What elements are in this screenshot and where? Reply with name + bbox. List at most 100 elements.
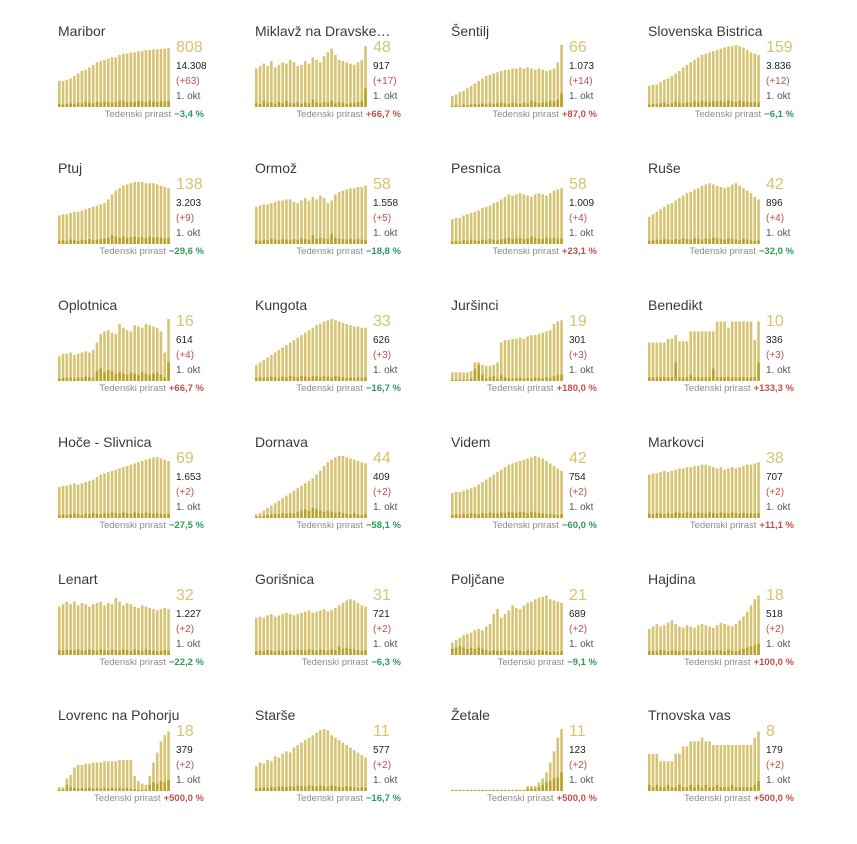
active-cases-bar <box>95 602 99 655</box>
active-cases-bar <box>88 67 91 107</box>
active-cases-bar <box>670 338 674 381</box>
municipality-card: Miklavž na Dravske… 48 917 (+17) 1. okt Teden… <box>255 23 452 160</box>
new-cases-bar <box>659 240 662 244</box>
active-cases-bar <box>530 786 533 791</box>
active-cases-bar <box>285 751 288 791</box>
active-cases-bar <box>670 761 674 791</box>
active-cases-bar <box>110 761 114 791</box>
active-cases-bar <box>266 357 269 381</box>
active-cases-bar <box>76 764 80 791</box>
municipality-name: Lovrenc na Pohorju <box>58 707 180 723</box>
active-cases-bar <box>511 195 514 244</box>
active-cases-bar <box>723 321 726 381</box>
active-cases-bar <box>262 359 266 381</box>
new-cases-bar <box>530 511 533 518</box>
active-cases-bar <box>159 741 163 791</box>
weekly-growth-value: +500,0 % <box>163 793 204 804</box>
active-cases-bar <box>285 345 288 381</box>
new-cases-bar <box>303 239 307 244</box>
new-cases-bar <box>277 786 281 791</box>
active-cases-bar <box>303 332 307 381</box>
active-cases-bar <box>719 321 723 381</box>
weekly-growth-label: Tedenski prirast <box>99 520 166 531</box>
new-cases-bar <box>337 646 341 655</box>
new-cases-bar <box>152 101 155 107</box>
active-cases-bar <box>110 194 114 244</box>
active-cases-bar <box>307 737 311 791</box>
new-cases-bar <box>266 377 269 381</box>
new-cases-bar <box>352 787 356 791</box>
new-cases-bar <box>556 514 560 518</box>
weekly-growth-value: +11,1 % <box>759 520 794 531</box>
new-cases-bar <box>757 102 760 107</box>
new-cases-bar <box>742 787 745 791</box>
active-cases-bar <box>270 761 273 791</box>
sparkline-chart <box>58 48 170 107</box>
active-cases-bar <box>545 772 548 791</box>
active-cases-value: 58 <box>373 176 391 193</box>
sparkline-chart <box>451 45 563 107</box>
new-cases-bar <box>503 103 507 107</box>
active-cases-bar <box>61 485 65 518</box>
new-cases-bar <box>689 513 693 518</box>
new-cases-bar <box>155 237 159 244</box>
new-cases-bar <box>167 650 170 655</box>
new-cases-bar <box>69 787 72 791</box>
new-cases-bar <box>330 377 333 381</box>
active-cases-bar <box>300 485 303 518</box>
new-cases-bar <box>140 789 144 791</box>
new-cases-bar <box>307 649 311 655</box>
new-cases-bar <box>303 376 307 381</box>
active-cases-bar <box>140 460 144 518</box>
new-cases-bar <box>458 790 462 791</box>
active-cases-bar <box>663 206 666 244</box>
weekly-growth: Tedenski prirast +66,7 % <box>255 109 401 121</box>
date-label: 1. okt <box>176 639 201 650</box>
new-cases-bar <box>65 514 69 518</box>
active-cases-bar <box>352 326 356 381</box>
new-cases-bar <box>292 786 296 791</box>
weekly-growth-label: Tedenski prirast <box>99 657 166 668</box>
new-cases-bar <box>670 240 674 244</box>
active-cases-bar <box>545 195 548 244</box>
active-cases-bar <box>303 61 307 107</box>
active-cases-bar <box>712 184 715 244</box>
active-cases-bar <box>137 51 140 107</box>
new-cases-bar <box>511 239 514 244</box>
new-cases-bar <box>122 373 125 381</box>
active-cases-bar <box>118 601 121 655</box>
active-cases-bar <box>484 366 488 381</box>
active-cases-bar <box>270 614 273 655</box>
active-cases-bar <box>678 341 681 381</box>
active-cases-bar <box>137 607 140 655</box>
new-cases-bar <box>533 788 537 791</box>
active-cases-bar <box>537 457 541 518</box>
new-cases-bar <box>125 237 129 244</box>
new-cases-bar <box>738 787 741 791</box>
new-cases-bar <box>462 647 465 655</box>
new-cases-bar <box>666 513 670 518</box>
active-cases-bar <box>356 62 360 107</box>
new-cases-bar <box>281 376 284 381</box>
active-cases-bar <box>727 625 730 655</box>
date-label: 1. okt <box>569 228 594 239</box>
active-cases-bar <box>560 320 563 381</box>
new-cases-bar <box>651 240 655 244</box>
active-cases-bar <box>110 332 114 381</box>
new-cases-bar <box>738 650 741 655</box>
weekly-growth-value: −60,0 % <box>561 520 597 531</box>
date-label: 1. okt <box>176 365 201 376</box>
new-cases-bar <box>155 372 159 381</box>
active-cases-bar <box>277 350 281 381</box>
new-cases-bar <box>749 240 753 244</box>
new-cases-bar <box>148 236 151 244</box>
new-cases-bar <box>541 513 544 518</box>
new-cases-bar <box>303 509 307 518</box>
new-cases-bar <box>548 513 552 518</box>
weekly-growth-value: +133,3 % <box>753 383 794 394</box>
new-cases-bar <box>356 787 360 791</box>
new-cases-bar <box>69 239 72 244</box>
active-cases-bar <box>503 467 507 518</box>
new-cases-bar <box>292 513 296 518</box>
new-cases-bar <box>466 379 469 381</box>
